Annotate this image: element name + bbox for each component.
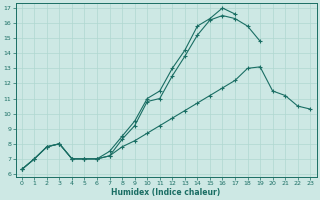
X-axis label: Humidex (Indice chaleur): Humidex (Indice chaleur) xyxy=(111,188,221,197)
